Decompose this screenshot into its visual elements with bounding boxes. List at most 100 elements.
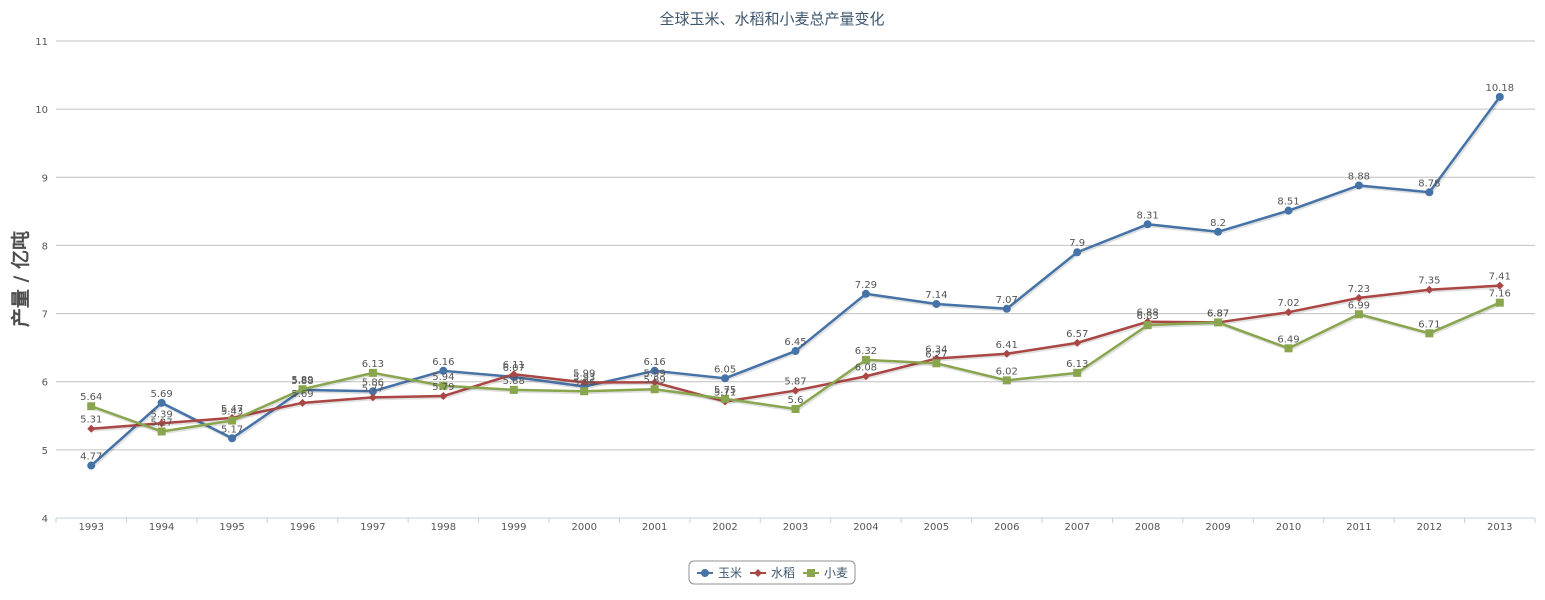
legend-marker[interactable] <box>807 569 815 577</box>
data-label: 6.11 <box>503 360 525 371</box>
data-point[interactable] <box>932 300 941 309</box>
legend-item-1[interactable]: 玉米 <box>697 566 742 580</box>
data-point[interactable] <box>509 385 518 394</box>
x-tick-label: 2002 <box>712 522 737 533</box>
data-label: 10.18 <box>1485 83 1514 94</box>
x-axis: 1993 1994 1995 1996 1997 1998 1999 2000 2001 2002… <box>55 517 1536 533</box>
data-point[interactable] <box>439 381 448 390</box>
data-point[interactable] <box>580 387 589 396</box>
data-point[interactable] <box>87 424 96 433</box>
data-point[interactable] <box>1073 248 1082 257</box>
data-point[interactable] <box>1425 285 1434 294</box>
data-point[interactable] <box>298 398 307 407</box>
data-point[interactable] <box>1354 181 1363 190</box>
data-labels: 4.77 5.69 5.17 5.88 5.86 6.16 6.07 5.93 6.16 6.05… <box>80 83 1514 463</box>
series-group <box>87 92 1504 470</box>
data-point[interactable] <box>1354 310 1363 319</box>
data-point[interactable] <box>368 387 377 396</box>
data-point[interactable] <box>791 404 800 413</box>
data-point[interactable] <box>228 416 237 425</box>
data-point[interactable] <box>861 372 870 381</box>
x-tick-label: 2005 <box>924 522 949 533</box>
data-label: 5.43 <box>221 407 243 418</box>
data-point[interactable] <box>791 386 800 395</box>
data-point[interactable] <box>1214 318 1223 327</box>
legend-marker[interactable] <box>754 569 762 577</box>
data-point[interactable] <box>157 398 166 407</box>
data-point[interactable] <box>1143 321 1152 330</box>
data-label: 5.89 <box>644 375 666 386</box>
data-label: 5.17 <box>221 424 243 435</box>
legend[interactable]: 玉米 水稻 小麦 <box>688 560 856 585</box>
data-label: 6.16 <box>644 357 666 368</box>
x-tick-label: 2003 <box>783 522 808 533</box>
x-tick-label: 1994 <box>149 522 174 533</box>
x-tick-label: 1993 <box>78 522 103 533</box>
data-point[interactable] <box>368 368 377 377</box>
data-point[interactable] <box>228 434 237 443</box>
data-point[interactable] <box>932 359 941 368</box>
legend-item-3[interactable]: 小麦 <box>803 566 848 580</box>
legend-box <box>688 560 856 585</box>
data-point[interactable] <box>1284 344 1293 353</box>
series-1 <box>87 92 1504 470</box>
data-point[interactable] <box>439 366 448 375</box>
data-point[interactable] <box>1284 308 1293 317</box>
data-point[interactable] <box>1495 281 1504 290</box>
data-point[interactable] <box>157 427 166 436</box>
data-point[interactable] <box>157 419 166 428</box>
data-point[interactable] <box>650 366 659 375</box>
data-point[interactable] <box>509 370 518 379</box>
legend-marker[interactable] <box>701 569 709 577</box>
data-point[interactable] <box>1002 304 1011 313</box>
data-point[interactable] <box>1002 376 1011 385</box>
data-point[interactable] <box>368 393 377 402</box>
data-point[interactable] <box>1495 92 1504 101</box>
data-label: 5.27 <box>151 417 173 428</box>
data-point[interactable] <box>1002 349 1011 358</box>
data-point[interactable] <box>791 347 800 356</box>
x-tick-label: 2011 <box>1346 522 1371 533</box>
data-point[interactable] <box>580 378 589 387</box>
x-tick-label: 1997 <box>360 522 385 533</box>
data-point[interactable] <box>861 289 870 298</box>
data-label: 6.41 <box>996 340 1018 351</box>
legend-label: 小麦 <box>824 566 848 580</box>
data-label: 5.99 <box>644 368 666 379</box>
data-point[interactable] <box>721 374 730 383</box>
data-label: 7.07 <box>996 295 1018 306</box>
data-point[interactable] <box>1354 293 1363 302</box>
data-point[interactable] <box>1073 368 1082 377</box>
data-point[interactable] <box>650 385 659 394</box>
data-point[interactable] <box>1214 227 1223 236</box>
data-label: 8.88 <box>1348 171 1370 182</box>
data-point[interactable] <box>721 394 730 403</box>
data-point[interactable] <box>87 402 96 411</box>
data-label: 8.2 <box>1210 218 1226 229</box>
x-tick-label: 2008 <box>1135 522 1160 533</box>
data-point[interactable] <box>1073 338 1082 347</box>
data-point[interactable] <box>1284 206 1293 215</box>
data-label: 5.79 <box>432 382 454 393</box>
data-point[interactable] <box>1425 188 1434 197</box>
data-point[interactable] <box>861 355 870 364</box>
y-tick-label: 10 <box>35 105 48 116</box>
data-point[interactable] <box>650 378 659 387</box>
data-label: 6.02 <box>996 366 1018 377</box>
data-point[interactable] <box>298 385 307 394</box>
chart-title: 全球玉米、水稻和小麦总产量变化 <box>659 10 884 28</box>
data-label: 6.88 <box>1137 308 1159 319</box>
data-point[interactable] <box>87 461 96 470</box>
x-tick-label: 2000 <box>571 522 596 533</box>
data-point[interactable] <box>1425 329 1434 338</box>
legend-item-2[interactable]: 水稻 <box>750 566 795 580</box>
data-label: 7.14 <box>925 290 947 301</box>
y-tick-label: 7 <box>42 310 48 321</box>
data-label: 6.05 <box>714 364 736 375</box>
data-point[interactable] <box>439 392 448 401</box>
x-tick-label: 1995 <box>219 522 244 533</box>
data-point[interactable] <box>1143 220 1152 229</box>
data-point[interactable] <box>1495 298 1504 307</box>
data-label: 5.71 <box>714 387 736 398</box>
data-label: 5.6 <box>788 395 804 406</box>
